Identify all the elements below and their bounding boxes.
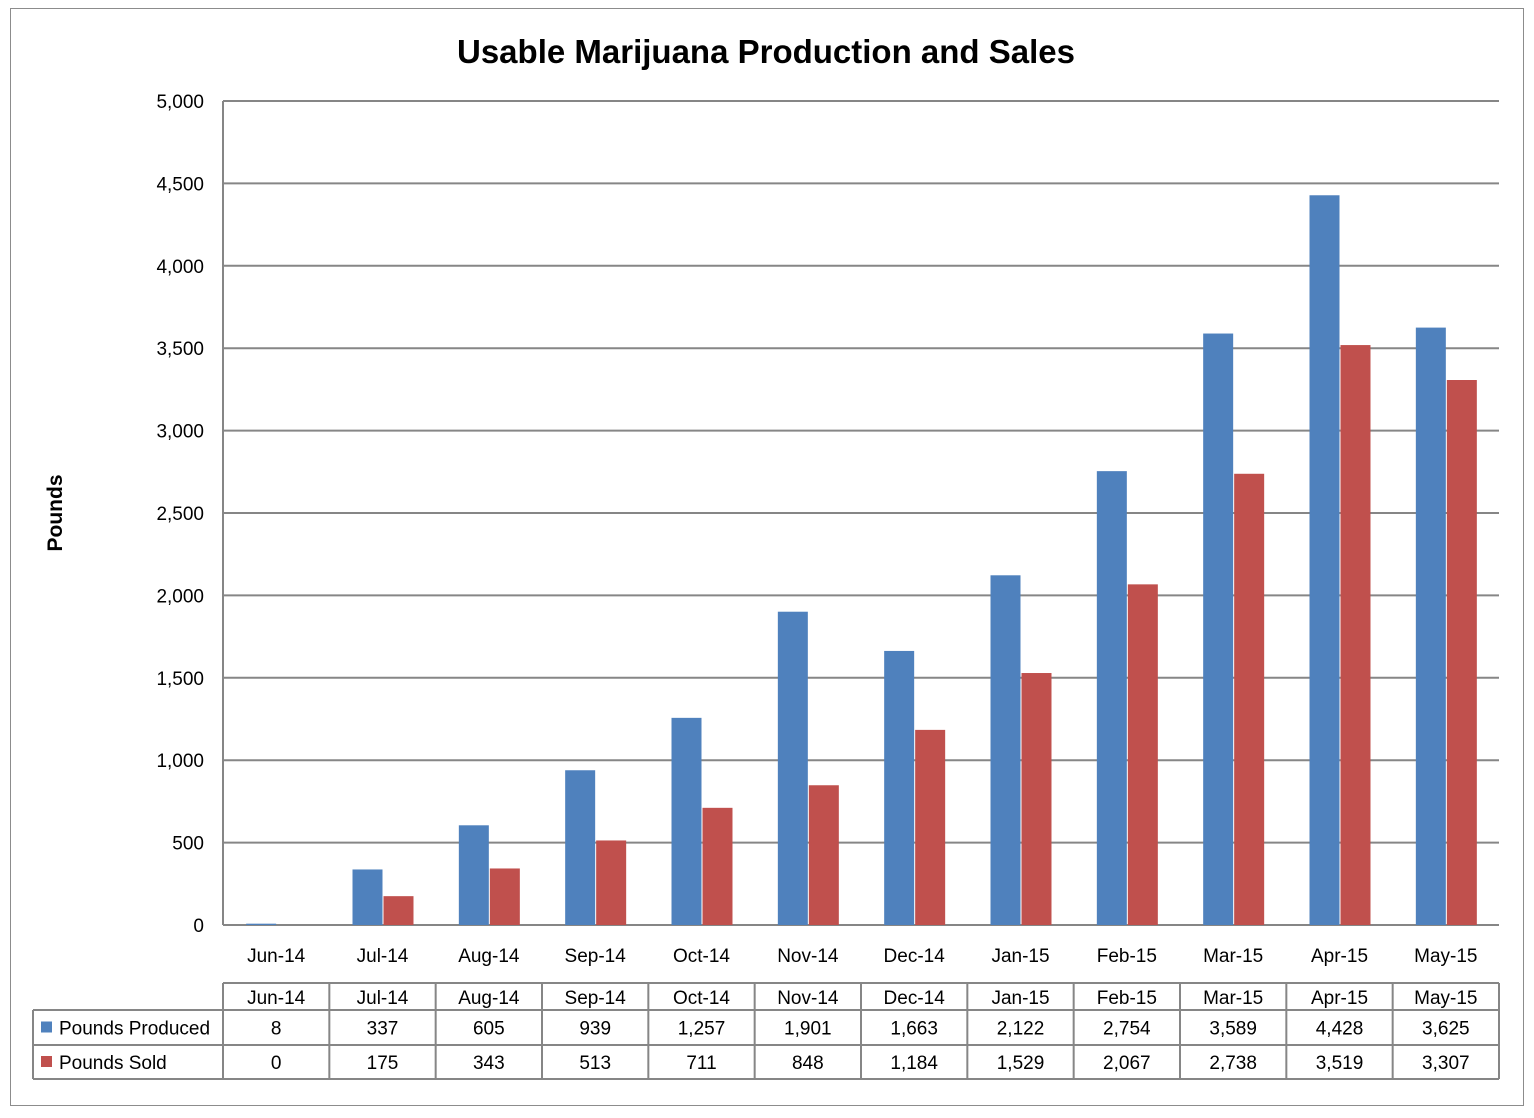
x-tick-label: Jan-15 [991,946,1049,967]
bars [246,195,1477,926]
y-tick-label: 500 [172,834,204,855]
bar-produced-apr-15 [1309,195,1340,925]
table-header-cell: May-15 [1414,988,1477,1009]
table-value-cell: 175 [367,1053,399,1074]
x-tick-label: Jun-14 [247,946,306,967]
bar-sold-feb-15 [1127,584,1158,925]
y-tick-label: 2,500 [156,504,204,525]
x-tick-label: Jul-14 [357,946,409,967]
table-value-cell: 605 [473,1019,505,1040]
bar-sold-aug-14 [489,868,520,925]
y-tick-label: 1,000 [156,751,204,772]
table-value-cell: 939 [579,1019,611,1040]
bar-produced-jan-15 [990,575,1021,925]
table-header-cell: Apr-15 [1311,988,1368,1009]
table-header-cell: Mar-15 [1203,988,1263,1009]
table-value-cell: 0 [271,1053,282,1074]
bar-produced-jul-14 [352,869,383,925]
bar-sold-dec-14 [915,729,946,925]
x-tick-label: Apr-15 [1311,946,1368,967]
table-value-cell: 513 [579,1053,611,1074]
legend-label: Pounds Sold [59,1053,167,1074]
bar-sold-jul-14 [383,896,414,925]
x-tick-label: Nov-14 [777,946,839,967]
bar-sold-mar-15 [1234,473,1265,925]
bar-sold-apr-15 [1340,345,1371,925]
x-tick-label: Sep-14 [565,946,627,967]
table-value-cell: 848 [792,1053,824,1074]
data-table: Jun-14 Jul-14 Aug-14 Sep-14 Oct-14 Nov-14 Dec-… [32,982,1500,1080]
bar-produced-oct-14 [671,717,702,925]
table-value-cell: 3,519 [1316,1053,1364,1074]
table-header-cell: Aug-14 [458,988,520,1009]
bar-produced-jun-14 [246,923,277,925]
table-value-cell: 8 [271,1019,282,1040]
bar-sold-sep-14 [596,840,627,925]
table-value-cell: 1,901 [784,1019,832,1040]
legend-key-sold [41,1056,52,1067]
bar-produced-mar-15 [1203,333,1234,925]
bar-produced-nov-14 [777,611,808,925]
bar-produced-sep-14 [565,770,596,925]
table-header-cell: Oct-14 [673,988,730,1009]
y-tick-label: 4,000 [156,257,204,278]
bar-produced-feb-15 [1096,471,1127,925]
y-tick-label: 1,500 [156,669,204,690]
y-axis-label: Pounds [44,475,67,552]
bar-produced-dec-14 [884,650,915,925]
table-header-cell: Jul-14 [357,988,409,1009]
table-header-cell: Jun-14 [247,988,306,1009]
y-tick-label: 3,000 [156,422,204,443]
table-value-cell: 1,257 [678,1019,726,1040]
x-tick-label: Oct-14 [673,946,730,967]
x-tick-label: Aug-14 [458,946,520,967]
bar-produced-aug-14 [458,825,489,925]
y-tick-label: 0 [193,916,204,937]
table-value-cell: 1,529 [997,1053,1045,1074]
gridlines [222,100,1499,926]
table-header-cell: Nov-14 [777,988,839,1009]
bar-produced-may-15 [1415,327,1446,926]
bar-sold-may-15 [1446,380,1477,925]
x-tick-label: Dec-14 [884,946,946,967]
legend-label: Pounds Produced [59,1019,210,1040]
table-value-cell: 2,754 [1103,1019,1151,1040]
table-value-cell: 3,625 [1422,1019,1470,1040]
table-header-cell: Sep-14 [565,988,627,1009]
table-header-cell: Jan-15 [991,988,1049,1009]
table-value-cell: 711 [686,1053,716,1074]
x-tick-label: Feb-15 [1097,946,1157,967]
table-value-cell: 343 [473,1053,505,1074]
table-header-cell: Feb-15 [1097,988,1157,1009]
table-value-cell: 1,663 [890,1019,938,1040]
x-tick-label: Mar-15 [1203,946,1263,967]
y-tick-label: 5,000 [156,92,204,113]
table-value-cell: 337 [367,1019,399,1040]
y-tick-label: 3,500 [156,339,204,360]
bar-sold-jan-15 [1021,673,1052,925]
chart-border [10,8,1524,1106]
x-tick-label: May-15 [1414,946,1477,967]
bar-sold-oct-14 [702,807,733,925]
table-value-cell: 2,738 [1209,1053,1257,1074]
table-value-cell: 3,589 [1209,1019,1257,1040]
table-value-cell: 4,428 [1316,1019,1364,1040]
bar-sold-nov-14 [808,785,839,925]
y-tick-label: 2,000 [156,586,204,607]
table-value-cell: 2,122 [997,1019,1045,1040]
table-value-cell: 2,067 [1103,1053,1151,1074]
legend-key-produced [41,1021,52,1033]
y-tick-label: 4,500 [156,174,204,195]
table-value-cell: 1,184 [890,1053,938,1074]
table-header-cell: Dec-14 [884,988,946,1009]
table-value-cell: 3,307 [1422,1053,1470,1074]
x-tick-labels: Jun-14 Jul-14 Aug-14 Sep-14 Oct-14 Nov-14 Dec-… [247,946,1477,967]
chart-title: Usable Marijuana Production and Sales [457,33,1075,70]
y-tick-labels: 0 500 1,000 1,500 2,000 2,500 3,000 3,500 4,000 4… [156,92,204,937]
